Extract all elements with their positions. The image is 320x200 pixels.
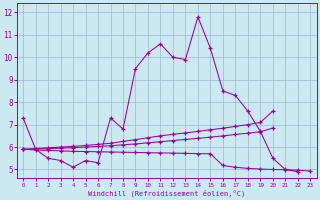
X-axis label: Windchill (Refroidissement éolien,°C): Windchill (Refroidissement éolien,°C) (88, 189, 245, 197)
